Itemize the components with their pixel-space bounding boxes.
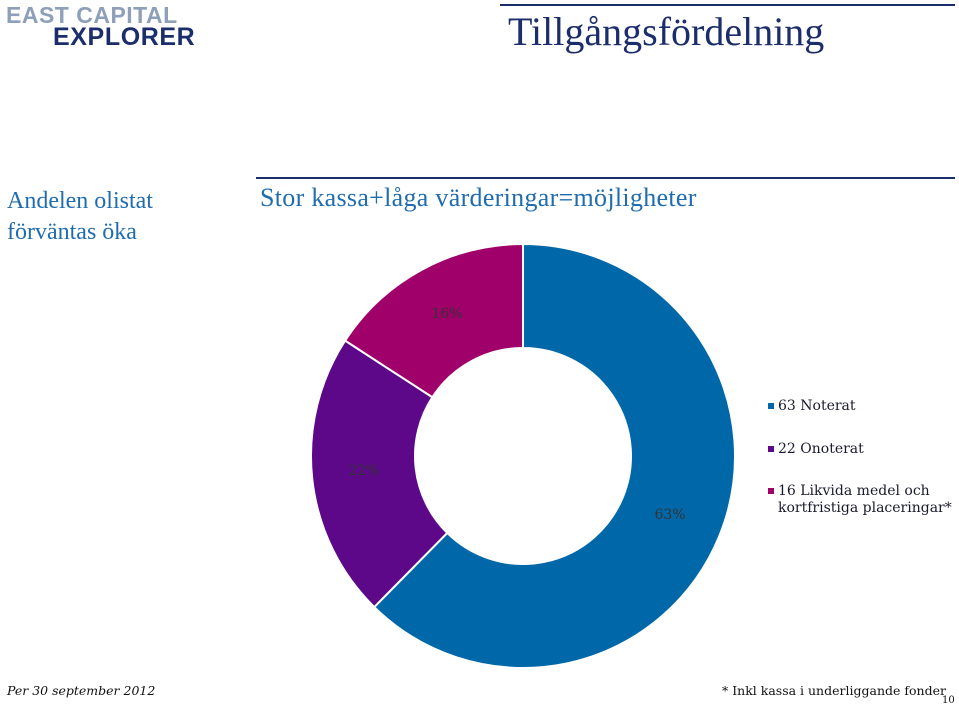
- slice-noterat: [372, 242, 736, 669]
- slice-noterat-label: 63%: [654, 507, 685, 523]
- page-title: Tillgångsfördelning: [508, 9, 825, 54]
- subtitle-rule: [256, 177, 955, 179]
- slice-likvida: [343, 242, 524, 399]
- chart-subtitle: Stor kassa+låga värderingar=möjligheter: [260, 183, 697, 212]
- legend-item-onoterat: 22 Onoterat: [768, 441, 958, 458]
- legend-swatch-likvida: [768, 488, 774, 494]
- logo-line-2: EXPLORER: [53, 23, 196, 51]
- legend-label-onoterat: 22 Onoterat: [778, 441, 864, 457]
- side-note: Andelen olistat förväntas öka: [7, 188, 153, 245]
- legend-item-noterat: 63 Noterat: [768, 398, 958, 415]
- slice-onoterat-label: 22%: [348, 463, 379, 479]
- legend-swatch-onoterat: [768, 446, 774, 452]
- logo-line-1: EAST CAPITAL: [6, 2, 178, 28]
- company-logo: EAST CAPITAL EXPLORER: [6, 2, 206, 51]
- chart-legend: 63 Noterat 22 Onoterat 16 Likvida medel …: [768, 398, 958, 517]
- legend-swatch-noterat: [768, 403, 774, 409]
- slice-likvida-label: 16%: [431, 306, 462, 322]
- footer-note: * Inkl kassa i underliggande fonder: [722, 683, 946, 698]
- page-number: 10: [942, 695, 955, 706]
- legend-item-likvida: 16 Likvida medel och kortfristiga placer…: [768, 483, 958, 517]
- footer-date: Per 30 september 2012: [7, 683, 156, 698]
- slice-onoterat: [310, 339, 449, 609]
- legend-label-likvida: 16 Likvida medel och kortfristiga placer…: [778, 483, 952, 516]
- legend-label-noterat: 63 Noterat: [778, 398, 856, 414]
- title-rule: [500, 4, 955, 6]
